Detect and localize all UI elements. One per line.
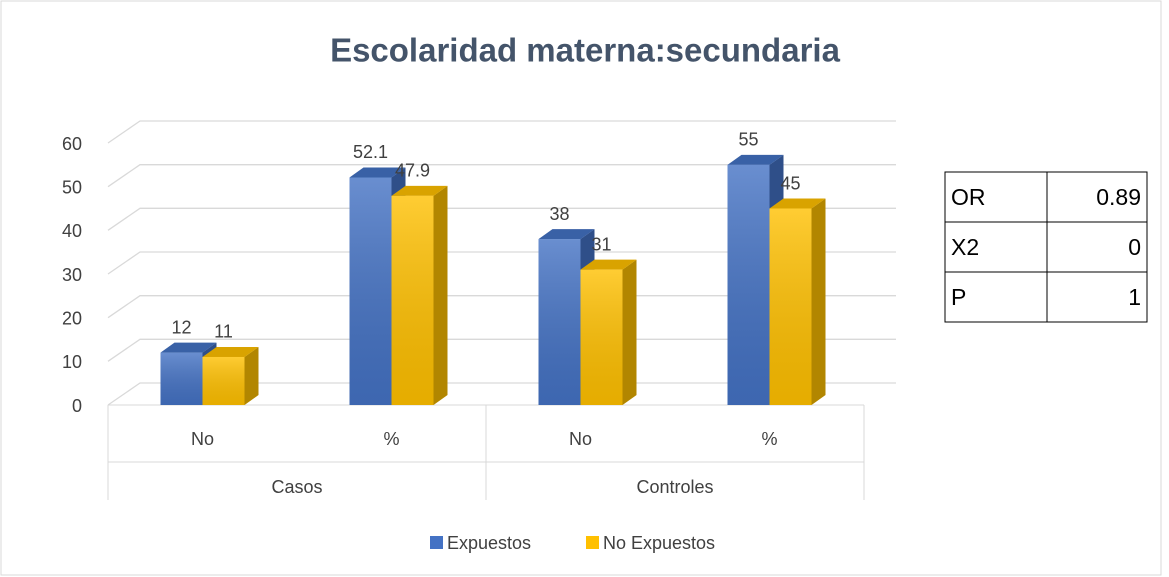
data-label: 31 [591, 234, 611, 254]
grid-line [107, 338, 896, 362]
bar-side [811, 198, 826, 405]
bar-gloss [538, 239, 581, 405]
bar-side-shade [622, 259, 637, 405]
y-tick-label: 40 [62, 221, 82, 241]
bar-top [349, 167, 406, 178]
chart-title: Escolaridad materna:secundaria [330, 32, 841, 69]
table-text: 0.89 [1096, 184, 1141, 210]
y-tick-label: 0 [72, 396, 82, 416]
bar-top-shade [727, 154, 784, 165]
bar-top-shade [580, 259, 637, 270]
data-label: 45 [780, 173, 800, 193]
bar-gloss [391, 195, 434, 405]
data-label: 11 [214, 322, 233, 342]
table-cell [1046, 221, 1148, 273]
table-cell [944, 271, 1048, 323]
bar-top [202, 346, 259, 357]
y-tick-label: 50 [62, 177, 82, 197]
table-cell [1046, 171, 1148, 223]
bar-gloss [160, 352, 203, 405]
bar-side-shade [433, 185, 448, 405]
data-label: 38 [549, 204, 569, 224]
bar-side [433, 185, 448, 405]
bar-side [244, 346, 259, 405]
group-label: Casos [271, 477, 322, 497]
table-text: 1 [1128, 284, 1141, 310]
bar-side-shade [811, 198, 826, 405]
x-tick-label: % [761, 429, 777, 449]
data-label: 52.1 [353, 142, 388, 162]
bar-gloss [769, 208, 812, 405]
y-tick-label: 10 [62, 352, 82, 372]
bar-side [622, 259, 637, 405]
bar-top-shade [160, 342, 217, 353]
bar-side-shade [244, 346, 259, 405]
grid-line [107, 382, 896, 406]
bar-top-shade [391, 185, 448, 196]
table-cell [1046, 271, 1148, 323]
bar-top-shade [538, 229, 595, 240]
table-cell [944, 221, 1048, 273]
data-label: 55 [738, 130, 758, 150]
y-tick-label: 30 [62, 265, 82, 285]
bar-gloss [580, 269, 623, 405]
bar-top [769, 198, 826, 209]
table-text: P [951, 284, 966, 310]
bar-top [727, 154, 784, 165]
legend-swatch [586, 536, 599, 549]
x-tick-label: No [191, 429, 214, 449]
legend-swatch [430, 536, 443, 549]
grid-line [107, 295, 896, 319]
x-tick-label: % [383, 429, 399, 449]
grid-line [107, 120, 896, 144]
bar-gloss [727, 164, 770, 405]
table-text: OR [951, 184, 986, 210]
grid-line [107, 164, 896, 188]
table-cell [944, 171, 1048, 223]
bar-top-shade [202, 346, 259, 357]
bar-top [160, 342, 217, 353]
bar-top-shade [769, 198, 826, 209]
grid-line [107, 251, 896, 275]
legend-label: Expuestos [447, 533, 531, 553]
data-label: 47.9 [395, 161, 430, 181]
bar-top [580, 259, 637, 270]
bar-gloss [349, 177, 392, 405]
group-label: Controles [636, 477, 713, 497]
bar-top [391, 185, 448, 196]
x-tick-label: No [569, 429, 592, 449]
bar-gloss [202, 356, 245, 405]
bar-top [538, 229, 595, 240]
y-tick-label: 60 [62, 134, 82, 154]
bar-top-shade [349, 167, 406, 178]
y-tick-label: 20 [62, 308, 82, 328]
table-text: 0 [1128, 234, 1141, 260]
legend-label: No Expuestos [603, 533, 715, 553]
data-label: 12 [171, 317, 191, 337]
grid-line [107, 207, 896, 231]
table-text: X2 [951, 234, 979, 260]
